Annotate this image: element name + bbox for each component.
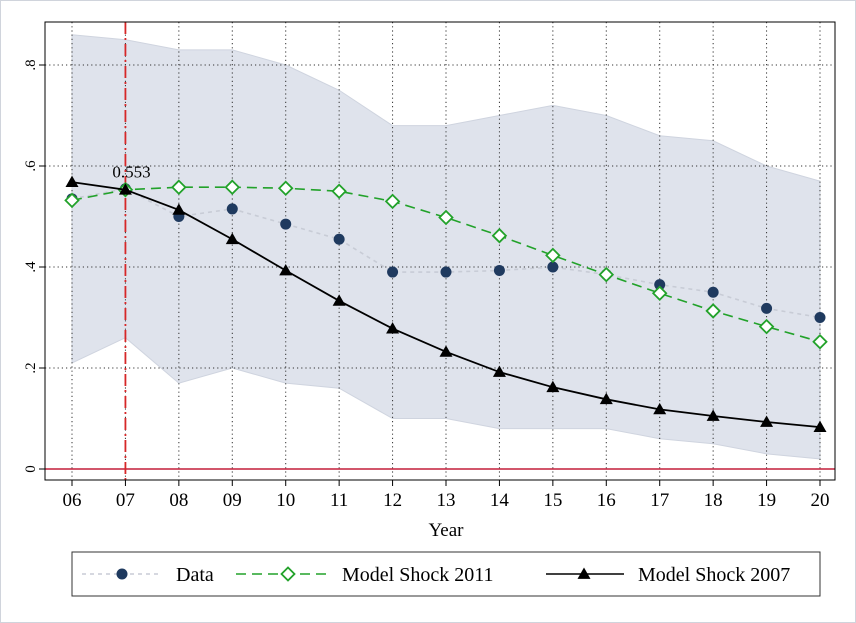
y-tick-label: .2 bbox=[23, 362, 39, 373]
point-model-shock-2011-18 bbox=[705, 303, 721, 319]
x-tick-label: 17 bbox=[650, 490, 669, 511]
plot-area-border bbox=[44, 21, 836, 481]
legend-marker-model-shock-2011 bbox=[280, 566, 296, 582]
point-model-shock-2007-15 bbox=[546, 380, 560, 393]
point-data-14 bbox=[493, 265, 505, 277]
annotation-label: 0.553 bbox=[112, 163, 150, 182]
point-data-18 bbox=[707, 286, 719, 298]
point-model-shock-2007-18 bbox=[706, 409, 720, 421]
y-tick-label: .4 bbox=[23, 261, 39, 273]
x-tick-label: 15 bbox=[543, 490, 562, 511]
x-axis-label: Year bbox=[428, 520, 464, 541]
point-model-shock-2011-10 bbox=[277, 180, 294, 196]
point-model-shock-2007-17 bbox=[653, 402, 667, 415]
x-tick-label: 12 bbox=[383, 490, 402, 511]
legend-marker-data bbox=[116, 568, 128, 580]
point-model-shock-2011-11 bbox=[331, 183, 347, 200]
point-data-11 bbox=[333, 233, 345, 245]
point-model-shock-2007-06 bbox=[65, 175, 79, 188]
y-tick-label: .6 bbox=[23, 160, 39, 172]
point-model-shock-2011-09 bbox=[224, 179, 241, 195]
point-model-shock-2007-12 bbox=[386, 322, 400, 334]
legend-label-model-shock-2011: Model Shock 2011 bbox=[342, 564, 493, 586]
x-tick-label: 13 bbox=[437, 490, 456, 511]
x-tick-label: 10 bbox=[276, 490, 295, 511]
point-model-shock-2007-07 bbox=[118, 183, 132, 195]
point-model-shock-2007-14 bbox=[492, 365, 506, 377]
grid-layer bbox=[45, 22, 835, 480]
point-model-shock-2007-19 bbox=[760, 415, 774, 427]
point-model-shock-2011-06 bbox=[64, 192, 80, 209]
point-data-20 bbox=[814, 312, 826, 323]
reference-lines-layer bbox=[45, 22, 835, 480]
series-layer: 0.553 bbox=[64, 163, 828, 432]
point-data-15 bbox=[547, 261, 559, 273]
x-tick-label: 16 bbox=[597, 490, 616, 511]
point-model-shock-2007-13 bbox=[439, 345, 453, 357]
point-data-12 bbox=[387, 266, 399, 278]
legend-marker-model-shock-2007 bbox=[577, 567, 591, 579]
point-data-10 bbox=[280, 218, 292, 230]
point-model-shock-2011-13 bbox=[438, 209, 454, 226]
point-data-19 bbox=[761, 302, 773, 314]
x-tick-label: 09 bbox=[223, 490, 242, 511]
point-model-shock-2007-20 bbox=[813, 420, 827, 432]
point-model-shock-2007-16 bbox=[599, 392, 613, 405]
legend-label-model-shock-2007: Model Shock 2007 bbox=[638, 564, 790, 586]
x-tick-label: 19 bbox=[757, 490, 776, 511]
point-model-shock-2011-12 bbox=[384, 193, 401, 210]
legend-box bbox=[71, 551, 821, 597]
point-model-shock-2007-10 bbox=[279, 264, 293, 276]
x-tick-label: 11 bbox=[330, 490, 348, 511]
point-model-shock-2011-08 bbox=[171, 179, 187, 195]
point-data-17 bbox=[654, 279, 666, 291]
x-tick-label: 14 bbox=[490, 490, 510, 511]
point-model-shock-2007-09 bbox=[225, 232, 239, 245]
point-model-shock-2011-14 bbox=[491, 227, 508, 244]
legend-label-data: Data bbox=[176, 564, 214, 586]
y-tick-label: 0 bbox=[23, 465, 39, 473]
point-model-shock-2007-11 bbox=[332, 294, 346, 306]
series-line-model-shock-2011 bbox=[71, 186, 821, 343]
x-tick-label: 07 bbox=[116, 490, 135, 511]
point-model-shock-2011-19 bbox=[758, 318, 775, 335]
point-data-09 bbox=[226, 203, 238, 215]
x-tick-label: 18 bbox=[704, 490, 723, 511]
point-model-shock-2011-17 bbox=[651, 285, 668, 302]
y-tick-label: .8 bbox=[23, 59, 39, 70]
axis-layer: 06 07 08 09 10 11 12 13 14 15 16 17 18 19 20 Year 0 .2 .4.… bbox=[23, 21, 836, 541]
x-tick-label: 08 bbox=[169, 490, 188, 511]
x-tick-label: 20 bbox=[811, 490, 830, 511]
point-model-shock-2011-15 bbox=[545, 247, 561, 264]
x-tick-label: 06 bbox=[63, 490, 82, 511]
point-data-13 bbox=[440, 266, 452, 278]
point-model-shock-2007-08 bbox=[172, 203, 186, 215]
point-model-shock-2011-20 bbox=[812, 333, 828, 350]
legend: Data Model Shock 2011 Model Shock 2007 bbox=[71, 551, 821, 597]
point-model-shock-2011-16 bbox=[598, 266, 615, 283]
